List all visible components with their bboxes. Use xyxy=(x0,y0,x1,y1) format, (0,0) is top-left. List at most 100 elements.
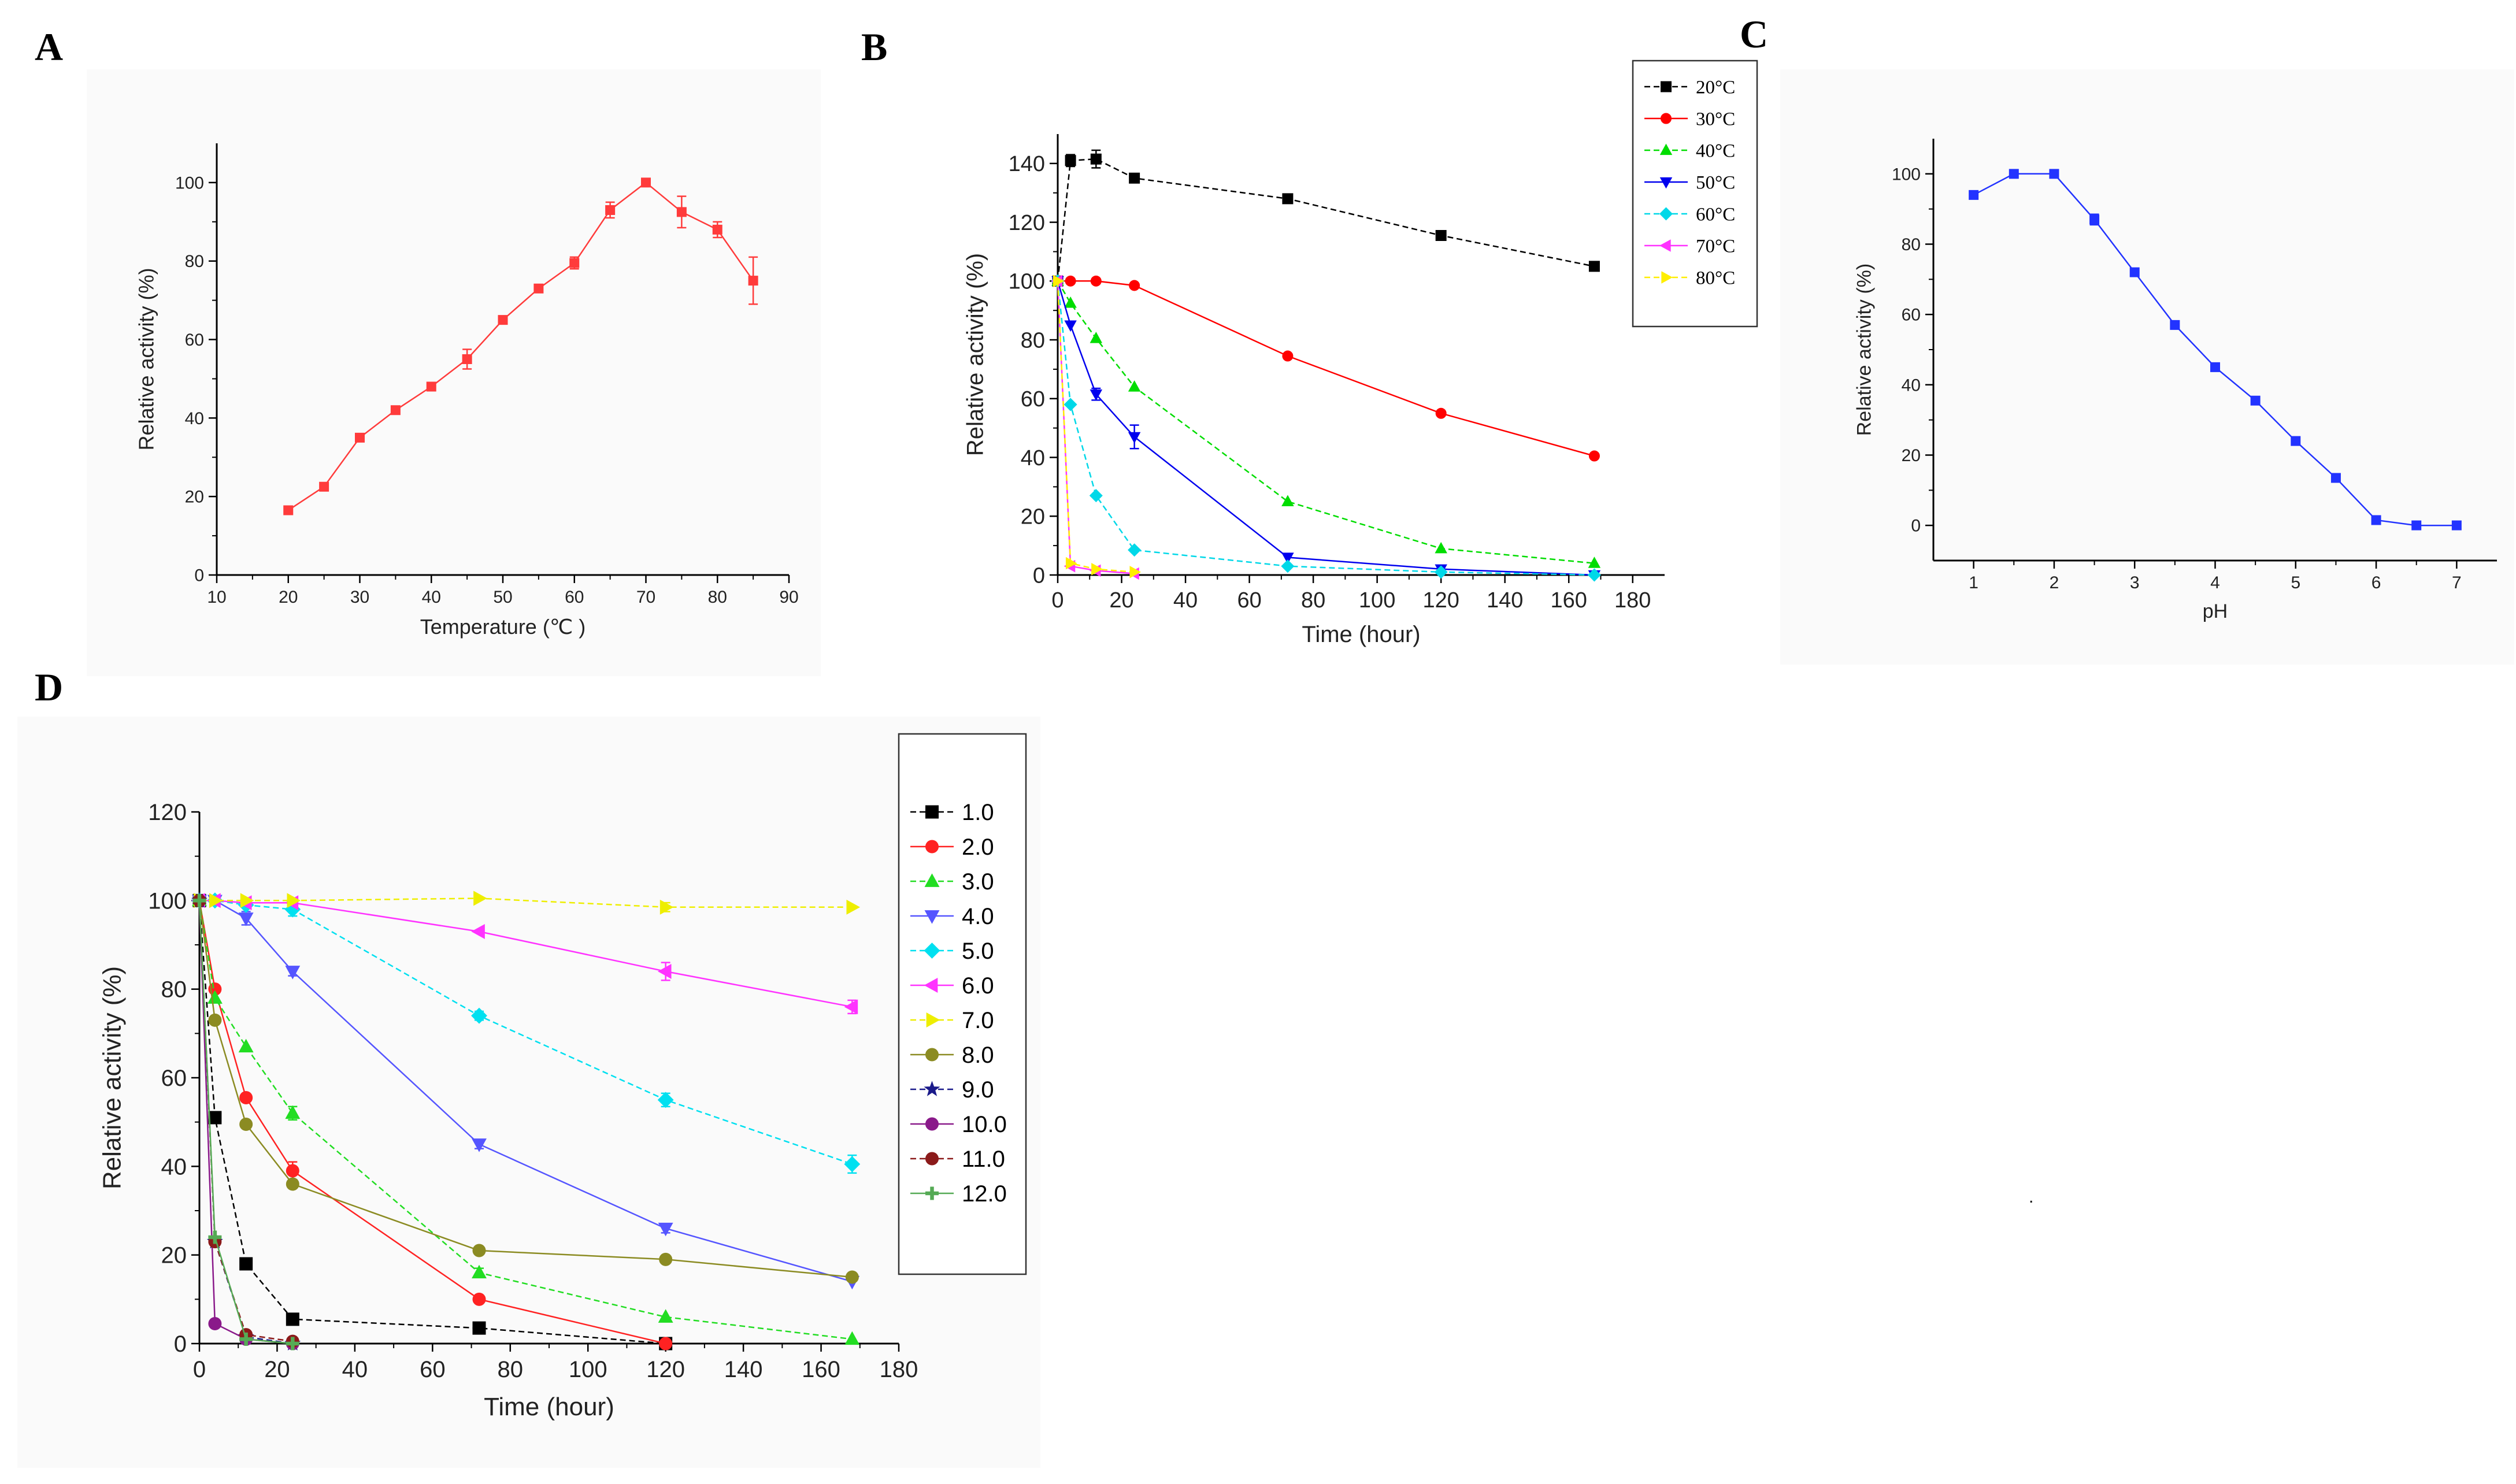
legend-marker xyxy=(926,1012,940,1027)
legend-marker xyxy=(1661,81,1672,92)
data-point xyxy=(676,207,687,217)
y-tick-label: 60 xyxy=(1902,306,1921,325)
y-axis-title: Relative activity (%) xyxy=(98,966,127,1189)
x-tick-label: 180 xyxy=(880,1357,918,1382)
y-tick-label: 0 xyxy=(1911,517,1921,536)
legend: 1.0 2.0 3.0 4.0 5.0 6.0 7.0 8.0 9.0 10.0 11.0 12.0 xyxy=(898,733,1027,1275)
data-point xyxy=(1281,495,1294,506)
y-tick-label: 20 xyxy=(1902,446,1921,465)
x-tick-label: 160 xyxy=(1551,588,1587,613)
x-tick-label: 7 xyxy=(2452,573,2462,592)
y-tick-label: 40 xyxy=(185,409,204,428)
series-line xyxy=(198,900,666,1345)
x-tick-label: 1 xyxy=(1969,573,1978,592)
data-point xyxy=(1435,229,1447,241)
data-point xyxy=(462,354,472,364)
x-tick-label: 100 xyxy=(1359,588,1395,613)
data-point xyxy=(498,315,508,325)
data-point xyxy=(473,891,487,906)
data-point xyxy=(1969,190,1979,200)
data-point xyxy=(1065,556,1077,570)
y-tick-label: 0 xyxy=(174,1331,187,1357)
series-8-0 xyxy=(192,893,859,1284)
data-point xyxy=(1588,556,1601,568)
data-point xyxy=(1129,172,1140,184)
x-tick-label: 3 xyxy=(2130,573,2140,592)
legend-marker xyxy=(1659,143,1673,155)
y-tick-label: 60 xyxy=(1021,387,1045,411)
chart-d: 0 20 40 60 80 100 120 140 160 180 0 20 40 60 80 100 120 T… xyxy=(98,733,1027,1421)
y-tick-label: 80 xyxy=(1021,328,1045,353)
data-point xyxy=(1090,275,1102,287)
series-ph-profile xyxy=(1969,169,2462,530)
x-tick-label: 2 xyxy=(2050,573,2059,592)
legend-label: 2.0 xyxy=(962,834,994,860)
x-tick-label: 100 xyxy=(569,1357,607,1382)
y-tick-label: 60 xyxy=(161,1066,187,1091)
y-axis-title: Relative activity (%) xyxy=(1854,264,1876,436)
x-tick-label: 50 xyxy=(493,588,512,607)
series-line xyxy=(1057,281,1595,576)
y-tick-label: 0 xyxy=(194,566,204,585)
x-tick-label: 120 xyxy=(1422,588,1459,613)
series-line xyxy=(1057,280,1595,576)
x-tick-label: 40 xyxy=(342,1357,368,1382)
x-tick-label: 40 xyxy=(422,588,441,607)
chart-c: 1 2 3 4 5 6 7 0 20 40 60 80 100 pH Relative activity (… xyxy=(1854,139,2497,622)
legend-marker xyxy=(924,943,940,959)
data-point xyxy=(208,1317,222,1330)
legend-box xyxy=(1632,60,1758,328)
x-tick-label: 4 xyxy=(2210,573,2220,592)
legend: 20°C 30°C 40°C 50°C 60°C 70°C 80°C xyxy=(1632,60,1758,328)
series-40-c xyxy=(1051,274,1601,568)
y-tick-label: 40 xyxy=(1902,376,1921,395)
y-tick-label: 120 xyxy=(1009,211,1045,235)
data-point xyxy=(1282,193,1294,205)
data-point xyxy=(2009,169,2019,179)
data-point xyxy=(2089,214,2100,225)
y-tick-label: 80 xyxy=(161,977,187,1003)
x-tick-label: 6 xyxy=(2372,573,2381,592)
x-tick-label: 90 xyxy=(779,588,798,607)
legend-marker xyxy=(924,873,940,887)
legend-marker xyxy=(925,1117,939,1131)
x-tick-label: 10 xyxy=(207,588,226,607)
legend-label: 30°C xyxy=(1696,109,1735,130)
legend-label: 7.0 xyxy=(962,1008,994,1033)
data-point xyxy=(659,899,674,915)
data-point xyxy=(192,893,206,907)
legend-marker xyxy=(924,1081,940,1096)
data-point xyxy=(472,1264,487,1279)
data-point xyxy=(1090,153,1102,165)
data-point xyxy=(472,1138,487,1152)
x-tick-label: 60 xyxy=(1237,588,1261,613)
chart-b: 0 20 40 60 80 100 120 140 160 180 0 20 40 60 80 100 120 1… xyxy=(962,60,1758,647)
data-point xyxy=(2250,395,2261,406)
panel-letter-b: B xyxy=(861,25,888,69)
series-line xyxy=(1058,280,1595,457)
data-point xyxy=(1065,275,1076,287)
legend-label: 4.0 xyxy=(962,904,994,929)
y-tick-label: 20 xyxy=(1021,505,1045,529)
data-point xyxy=(1064,398,1077,411)
legend-label: 70°C xyxy=(1696,236,1735,257)
data-point xyxy=(659,1337,673,1351)
y-tick-label: 100 xyxy=(148,888,187,914)
data-point xyxy=(1435,407,1447,419)
data-point xyxy=(1129,280,1140,291)
data-point xyxy=(286,1164,299,1178)
data-point xyxy=(1089,489,1103,503)
data-point xyxy=(472,1292,486,1306)
y-tick-label: 80 xyxy=(185,252,204,271)
x-tick-label: 60 xyxy=(420,1357,446,1382)
legend-label: 12.0 xyxy=(962,1181,1007,1207)
data-point xyxy=(533,283,544,294)
legend-marker xyxy=(925,1186,939,1200)
x-tick-label: 120 xyxy=(646,1357,685,1382)
data-point xyxy=(1434,565,1448,579)
data-point xyxy=(846,899,861,915)
legend-marker xyxy=(1659,207,1673,221)
y-tick-label: 40 xyxy=(1021,446,1045,470)
legend-label: 1.0 xyxy=(962,800,994,825)
